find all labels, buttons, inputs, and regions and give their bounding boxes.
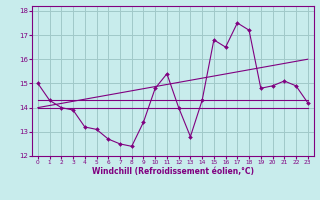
X-axis label: Windchill (Refroidissement éolien,°C): Windchill (Refroidissement éolien,°C) (92, 167, 254, 176)
